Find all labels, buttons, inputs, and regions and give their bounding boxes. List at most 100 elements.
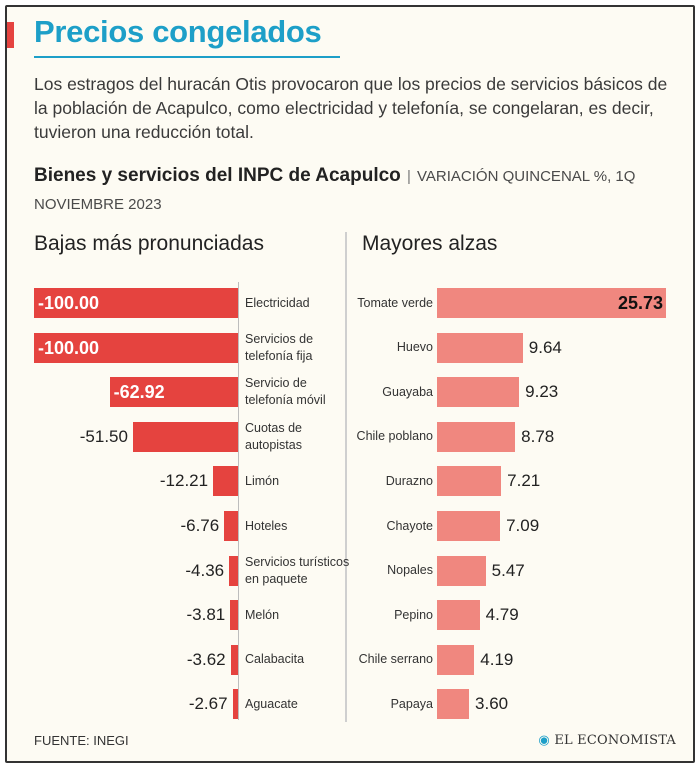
increase-bar — [437, 332, 523, 363]
brand-name: EL ECONOMISTA — [554, 733, 676, 748]
category-label-line: Servicio de — [245, 376, 307, 391]
increase-value-label: 7.21 — [507, 471, 541, 491]
increase-bar — [437, 288, 666, 318]
decrease-value-label: -6.76 — [180, 516, 220, 535]
subtitle-main: Bienes y servicios del INPC de Acapulco — [34, 165, 401, 186]
increase-bar — [437, 511, 501, 541]
category-label-line: Pepino — [394, 607, 433, 622]
category-label: Papaya — [323, 696, 433, 713]
decrease-value-label: -12.21 — [159, 471, 209, 491]
category-label: Tomate verde — [323, 295, 433, 312]
category-label-line: Papaya — [390, 696, 433, 711]
category-label: Limón — [245, 473, 279, 490]
decrease-value-label: -51.50 — [79, 426, 128, 446]
category-label: Electricidad — [245, 295, 310, 312]
category-label-line: Guayaba — [382, 384, 433, 399]
category-label-line: Huevo — [396, 340, 433, 355]
decrease-bar — [232, 689, 238, 720]
category-label: Aguacate — [245, 696, 298, 713]
decrease-bar — [213, 466, 238, 497]
category-label: Chile poblano — [323, 428, 433, 445]
category-label: Chile serrano — [323, 651, 433, 668]
category-label-line: Servicios de — [245, 331, 314, 346]
increase-value-label: 4.19 — [480, 649, 514, 669]
category-label-line: Servicios turísticos — [245, 554, 350, 569]
category-label: Durazno — [323, 473, 433, 490]
category-label: Cuotas de autopistas — [245, 420, 302, 454]
increase-value-label: 9.64 — [528, 337, 562, 357]
globe-dot-icon: ◉ — [538, 733, 550, 748]
title-underline — [34, 56, 340, 58]
decrease-bar — [109, 377, 238, 408]
category-label-line: Chile serrano — [358, 652, 433, 667]
category-label: Melón — [245, 607, 279, 624]
increase-value-label: 4.79 — [485, 605, 519, 625]
category-label-line: Durazno — [385, 473, 433, 488]
increase-bar — [437, 377, 520, 408]
increase-value-label: 8.78 — [521, 426, 555, 446]
title-accent-bar — [7, 22, 14, 48]
category-label-line: en paquete — [245, 571, 308, 586]
decrease-bar — [230, 600, 238, 631]
increases-section-title: Mayores alzas — [362, 232, 498, 255]
category-label: Chayote — [323, 518, 433, 535]
decrease-bar — [34, 332, 238, 363]
decreases-section-title: Bajas más pronunciadas — [34, 232, 264, 255]
decrease-value-label: -2.67 — [188, 694, 228, 714]
source-note: FUENTE: INEGI — [34, 733, 129, 748]
increase-bar — [437, 644, 475, 675]
category-label: Servicios de telefonía fija — [245, 331, 313, 365]
category-label: Hoteles — [245, 518, 287, 535]
category-label-line: autopistas — [245, 437, 302, 452]
category-label: Huevo — [323, 339, 433, 356]
category-label: Nopales — [323, 562, 433, 579]
category-label: Pepino — [323, 607, 433, 624]
page-title: Precios congelados — [34, 14, 322, 49]
decrease-bar — [230, 644, 238, 675]
increase-value-label: 3.60 — [475, 694, 509, 714]
decrease-bar — [229, 555, 238, 586]
increase-bar — [437, 555, 486, 586]
category-label-line: telefonía fija — [245, 348, 313, 363]
increase-value-label: 7.09 — [506, 516, 540, 535]
subtitle-detail: VARIACIÓN QUINCENAL %, 1Q NOVIEMBRE 2023 — [34, 168, 636, 213]
category-label-line: Cuotas de — [245, 420, 302, 435]
increase-bar — [437, 689, 470, 720]
increase-value-label: 9.23 — [525, 382, 559, 402]
decrease-value-label: -3.62 — [186, 649, 226, 669]
category-label-line: Chile poblano — [356, 429, 433, 444]
section-divider — [345, 232, 347, 722]
category-label-line: Tomate verde — [357, 295, 433, 310]
category-label: Servicio de telefonía móvil — [245, 375, 326, 409]
increase-value-label: 5.47 — [491, 560, 525, 580]
category-label: Guayaba — [323, 384, 433, 401]
category-label-line: Melón — [245, 607, 280, 622]
increase-bar — [437, 600, 480, 631]
decreases-zero-axis — [238, 282, 239, 720]
category-label-line: Aguacate — [245, 696, 298, 711]
decrease-bar — [34, 288, 238, 318]
category-label-line: Limón — [245, 473, 280, 488]
decrease-value-label: -100.00 — [38, 337, 100, 358]
brand-logo: ◉ EL ECONOMISTA — [538, 733, 676, 748]
decrease-value-label: -100.00 — [38, 293, 100, 313]
intro-text: Los estragos del huracán Otis provocaron… — [34, 74, 668, 142]
decrease-bar — [132, 421, 238, 452]
subtitle-separator: | — [406, 168, 411, 185]
category-label-line: Calabacita — [245, 652, 305, 667]
increase-bar — [437, 421, 516, 452]
increase-value-label: 25.73 — [617, 293, 663, 313]
category-label-line: Electricidad — [245, 295, 310, 310]
decrease-value-label: -3.81 — [186, 605, 226, 625]
category-label: Calabacita — [245, 651, 304, 668]
decrease-bar — [224, 511, 238, 541]
category-label-line: telefonía móvil — [245, 393, 326, 408]
category-label-line: Hoteles — [245, 518, 288, 533]
decrease-value-label: -62.92 — [113, 382, 165, 403]
category-label-line: Nopales — [387, 563, 433, 578]
category-label-line: Chayote — [386, 518, 433, 533]
chart-subtitle: Bienes y servicios del INPC de Acapulco … — [34, 162, 654, 219]
category-label: Servicios turísticos en paquete — [245, 554, 349, 588]
decrease-value-label: -4.36 — [185, 560, 225, 580]
increase-bar — [437, 466, 502, 497]
